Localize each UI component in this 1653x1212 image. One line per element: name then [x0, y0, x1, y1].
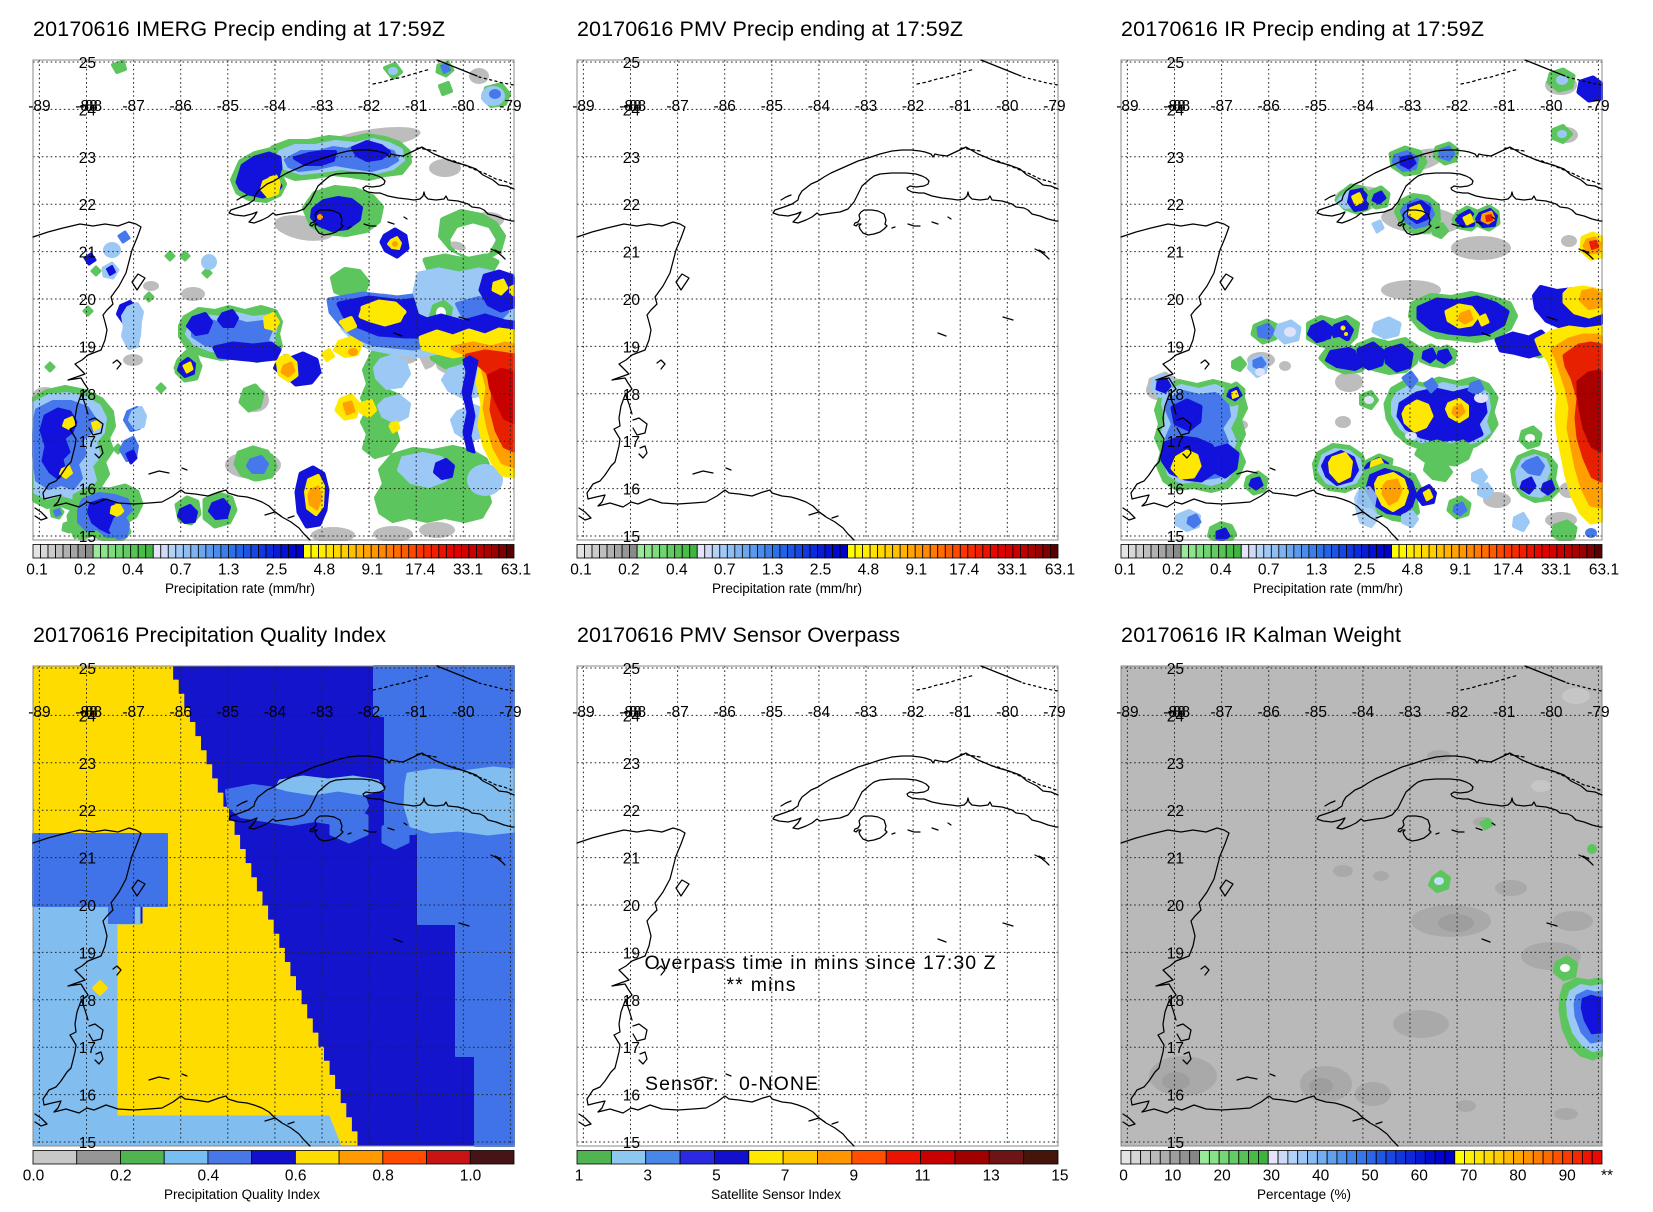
- svg-text:0.2: 0.2: [618, 562, 640, 579]
- svg-text:0.2: 0.2: [1162, 562, 1184, 579]
- svg-text:Percentage (%): Percentage (%): [1257, 1187, 1351, 1202]
- svg-text:Satellite Sensor Index: Satellite Sensor Index: [711, 1187, 841, 1202]
- svg-text:4.8: 4.8: [1402, 562, 1424, 579]
- svg-text:7: 7: [781, 1168, 790, 1185]
- svg-text:50: 50: [1361, 1168, 1379, 1185]
- svg-text:2.5: 2.5: [1354, 562, 1376, 579]
- svg-text:Precipitation rate (mm/hr): Precipitation rate (mm/hr): [1253, 581, 1403, 596]
- svg-text:0: 0: [1119, 1168, 1128, 1185]
- svg-text:Precipitation Quality Index: Precipitation Quality Index: [164, 1187, 320, 1202]
- svg-text:40: 40: [1312, 1168, 1330, 1185]
- svg-text:1: 1: [575, 1168, 584, 1185]
- svg-text:0.2: 0.2: [110, 1168, 132, 1185]
- svg-text:3: 3: [643, 1168, 652, 1185]
- svg-text:63.1: 63.1: [1045, 562, 1075, 579]
- svg-text:20: 20: [1213, 1168, 1231, 1185]
- svg-text:Precipitation rate (mm/hr): Precipitation rate (mm/hr): [712, 581, 862, 596]
- svg-text:10: 10: [1164, 1168, 1182, 1185]
- svg-text:20170616 Precipitation Quality: 20170616 Precipitation Quality Index: [33, 623, 386, 647]
- svg-text:33.1: 33.1: [453, 562, 483, 579]
- svg-text:0.8: 0.8: [372, 1168, 394, 1185]
- svg-text:Precipitation rate (mm/hr): Precipitation rate (mm/hr): [165, 581, 315, 596]
- svg-text:70: 70: [1460, 1168, 1478, 1185]
- svg-text:17.4: 17.4: [1493, 562, 1524, 579]
- svg-text:** mins: ** mins: [727, 974, 796, 996]
- svg-text:4.8: 4.8: [858, 562, 880, 579]
- svg-text:5: 5: [712, 1168, 721, 1185]
- svg-text:63.1: 63.1: [1589, 562, 1619, 579]
- svg-text:1.3: 1.3: [218, 562, 240, 579]
- svg-text:20170616 IR Kalman Weight: 20170616 IR Kalman Weight: [1121, 623, 1401, 647]
- svg-text:30: 30: [1263, 1168, 1281, 1185]
- svg-text:20170616 PMV Sensor Overpass: 20170616 PMV Sensor Overpass: [577, 623, 900, 647]
- svg-text:1.0: 1.0: [460, 1168, 482, 1185]
- svg-text:90: 90: [1559, 1168, 1577, 1185]
- svg-text:60: 60: [1411, 1168, 1429, 1185]
- svg-text:0.2: 0.2: [74, 562, 96, 579]
- svg-text:4.8: 4.8: [314, 562, 336, 579]
- svg-text:13: 13: [983, 1168, 1000, 1185]
- svg-text:80: 80: [1509, 1168, 1527, 1185]
- svg-text:17.4: 17.4: [949, 562, 980, 579]
- svg-text:0.7: 0.7: [714, 562, 736, 579]
- svg-text:2.5: 2.5: [810, 562, 832, 579]
- svg-text:0.1: 0.1: [1114, 562, 1136, 579]
- svg-text:33.1: 33.1: [1541, 562, 1571, 579]
- svg-text:9.1: 9.1: [906, 562, 928, 579]
- svg-text:15: 15: [1051, 1168, 1068, 1185]
- svg-text:Overpass time in mins since 17: Overpass time in mins since 17:30 Z: [645, 952, 996, 974]
- svg-text:17.4: 17.4: [405, 562, 436, 579]
- svg-text:Sensor: 0-NONE: Sensor: 0-NONE: [645, 1073, 818, 1095]
- svg-text:1.3: 1.3: [1306, 562, 1328, 579]
- svg-text:63.1: 63.1: [501, 562, 531, 579]
- svg-text:0.1: 0.1: [570, 562, 592, 579]
- svg-text:0.7: 0.7: [1258, 562, 1280, 579]
- svg-text:9: 9: [849, 1168, 858, 1185]
- svg-text:**: **: [1601, 1168, 1613, 1185]
- svg-text:0.7: 0.7: [170, 562, 192, 579]
- svg-text:11: 11: [914, 1168, 930, 1185]
- svg-text:0.6: 0.6: [285, 1168, 307, 1185]
- svg-text:20170616 IMERG Precip ending a: 20170616 IMERG Precip ending at 17:59Z: [33, 17, 445, 41]
- svg-text:0.4: 0.4: [122, 562, 144, 579]
- svg-text:0.4: 0.4: [666, 562, 688, 579]
- svg-text:0.1: 0.1: [26, 562, 48, 579]
- svg-text:0.4: 0.4: [198, 1168, 220, 1185]
- svg-text:0.0: 0.0: [23, 1168, 45, 1185]
- svg-text:0.4: 0.4: [1210, 562, 1232, 579]
- svg-text:2.5: 2.5: [266, 562, 288, 579]
- svg-text:20170616 IR Precip ending at 1: 20170616 IR Precip ending at 17:59Z: [1121, 17, 1484, 41]
- svg-text:20170616 PMV Precip ending at: 20170616 PMV Precip ending at 17:59Z: [577, 17, 963, 41]
- svg-text:33.1: 33.1: [997, 562, 1027, 579]
- svg-text:1.3: 1.3: [762, 562, 784, 579]
- svg-text:9.1: 9.1: [362, 562, 384, 579]
- svg-text:9.1: 9.1: [1450, 562, 1472, 579]
